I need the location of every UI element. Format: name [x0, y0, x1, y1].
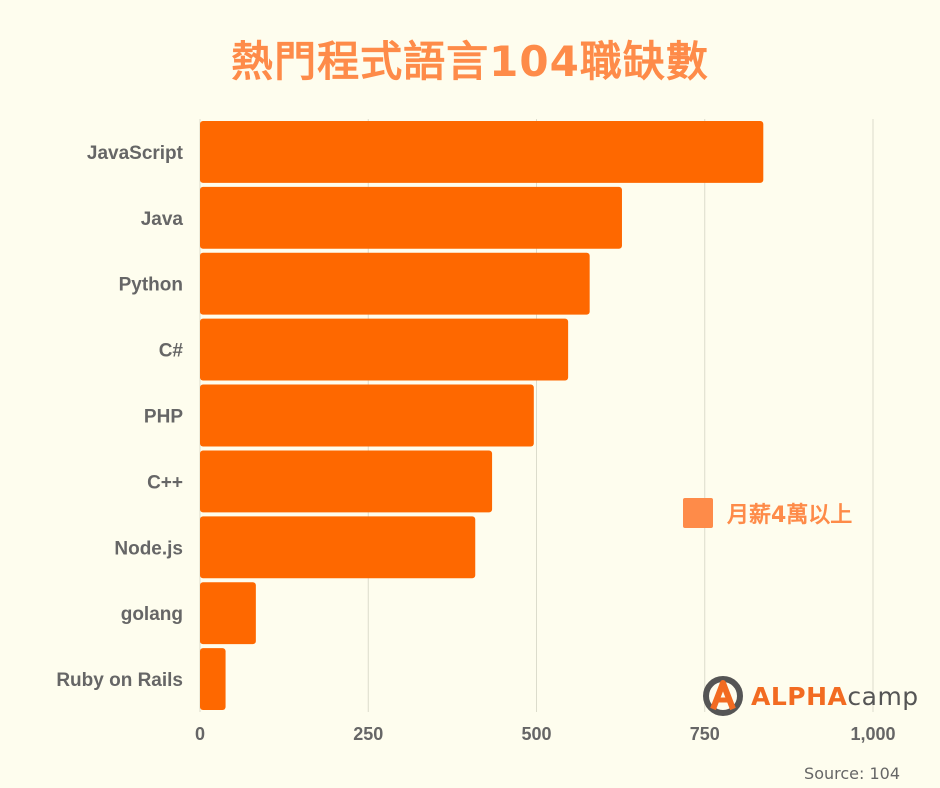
legend-label: 月薪4萬以上: [727, 503, 853, 528]
legend: 月薪4萬以上: [683, 497, 852, 529]
alphacamp-logo-text: ALPHAcamp: [751, 681, 919, 711]
alphacamp-logo-icon: [703, 676, 743, 716]
category-labels: JavaScript Java Python C# PHP C++ Node.js golan…: [56, 143, 183, 691]
chart-title: 熱門程式語言104職缺數: [231, 37, 709, 86]
x-tick-label-4: 1,000: [850, 724, 895, 744]
category-label-4: PHP: [144, 407, 183, 428]
bar-2: [200, 252, 590, 315]
category-label-0: JavaScript: [87, 143, 184, 164]
category-label-7: golang: [121, 604, 183, 625]
bar-6: [200, 516, 476, 579]
category-label-6: Node.js: [114, 538, 183, 559]
category-label-1: Java: [141, 209, 184, 230]
x-tick-label-1: 250: [353, 724, 383, 744]
category-label-2: Python: [119, 275, 183, 296]
x-tick-label-3: 750: [690, 724, 720, 744]
bar-5: [200, 450, 493, 513]
bars: [200, 121, 764, 710]
x-tick-label-2: 500: [521, 724, 551, 744]
category-label-3: C#: [159, 341, 184, 362]
category-label-5: C++: [147, 472, 183, 493]
alphacamp-logo: ALPHAcamp: [703, 676, 919, 716]
x-tick-label-0: 0: [195, 724, 205, 744]
bar-7: [200, 582, 256, 645]
source-note: Source: 104: [804, 764, 900, 783]
legend-swatch: [683, 498, 713, 528]
x-tick-labels: 0 250 500 750 1,000: [195, 724, 896, 744]
category-label-8: Ruby on Rails: [56, 670, 183, 691]
bar-4: [200, 384, 534, 447]
bar-1: [200, 186, 622, 249]
bar-8: [200, 648, 226, 710]
bar-3: [200, 318, 569, 381]
bar-0: [200, 121, 764, 183]
